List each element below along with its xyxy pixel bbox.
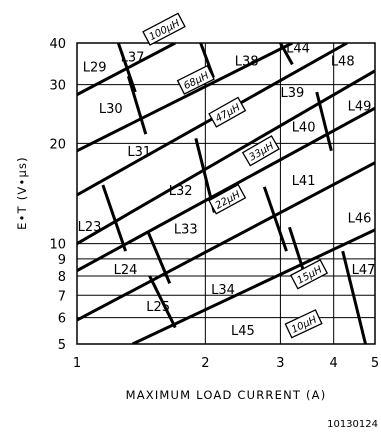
region-label: L40 bbox=[292, 120, 316, 135]
y-tick-label: 9 bbox=[58, 253, 66, 268]
current-boundary-line bbox=[199, 43, 215, 79]
y-tick-label: 6 bbox=[58, 312, 66, 327]
region-label: L30 bbox=[99, 102, 123, 117]
y-tick-label: 30 bbox=[49, 79, 66, 94]
current-boundary-line bbox=[126, 75, 148, 135]
inductance-label-box: 15µH bbox=[289, 258, 329, 290]
x-axis-title: MAXIMUM LOAD CURRENT (A) bbox=[126, 388, 327, 402]
inductance-boundary-line bbox=[77, 43, 294, 153]
region-label: L46 bbox=[348, 211, 372, 226]
region-label: L33 bbox=[174, 223, 198, 238]
label-frame bbox=[142, 12, 186, 46]
region-label: L49 bbox=[348, 99, 372, 114]
x-tick-label: 1 bbox=[73, 356, 81, 371]
inductance-label-box: 47µH bbox=[208, 96, 247, 128]
y-tick-label: 7 bbox=[58, 289, 66, 304]
x-tick-label: 4 bbox=[330, 356, 338, 371]
label-frame bbox=[284, 309, 323, 339]
current-boundary-line bbox=[262, 186, 288, 252]
plot-frame bbox=[76, 42, 376, 345]
region-label: L38 bbox=[235, 54, 259, 69]
region-label: L41 bbox=[292, 174, 316, 189]
region-label: L39 bbox=[280, 86, 304, 101]
region-label: L24 bbox=[114, 263, 138, 278]
inductance-label-box: 33µH bbox=[241, 135, 280, 167]
figure-id: 10130124 bbox=[327, 419, 378, 430]
inductance-boundary-line bbox=[77, 69, 375, 245]
label-frame bbox=[241, 135, 280, 167]
x-tick-labels: 1 2 3 4 5 bbox=[73, 356, 379, 371]
label-frame bbox=[176, 64, 215, 95]
inductance-label-box: 10µH bbox=[284, 309, 323, 339]
region-label: L25 bbox=[146, 300, 170, 315]
y-tick-label: 10 bbox=[49, 238, 66, 253]
region-label: L37 bbox=[121, 50, 145, 65]
y-tick-labels: 5 6 7 8 910 20 30 40 bbox=[49, 37, 66, 353]
y-tick-label: 5 bbox=[58, 338, 66, 353]
region-label: L31 bbox=[127, 145, 151, 160]
y-tick-label: 40 bbox=[49, 37, 66, 52]
y-axis-title: E•T (V•µs) bbox=[15, 156, 29, 230]
x-tick-label: 2 bbox=[201, 356, 209, 371]
label-frame bbox=[289, 258, 329, 290]
y-tick-label: 20 bbox=[49, 137, 66, 152]
label-frame bbox=[208, 183, 247, 215]
current-boundary-line bbox=[101, 184, 127, 252]
inductance-label-box: 100µH bbox=[142, 12, 186, 46]
region-label: L32 bbox=[169, 184, 193, 199]
current-boundary-line bbox=[315, 91, 333, 152]
region-label: L29 bbox=[83, 61, 107, 76]
current-boundary-line bbox=[146, 231, 172, 284]
label-frame bbox=[208, 96, 247, 128]
inductance-boundary-line bbox=[77, 161, 375, 322]
current-boundary-line bbox=[116, 43, 137, 93]
x-tick-label: 3 bbox=[276, 356, 284, 371]
region-label: L47 bbox=[352, 263, 376, 278]
region-label: L45 bbox=[231, 324, 255, 339]
y-tick-label: 8 bbox=[58, 270, 66, 285]
x-tick-label: 5 bbox=[371, 356, 379, 371]
inductance-boundary-line bbox=[77, 106, 375, 272]
current-boundary-line bbox=[341, 250, 367, 344]
region-label: L34 bbox=[211, 283, 235, 298]
region-label: L44 bbox=[286, 41, 310, 56]
region-label: L23 bbox=[78, 220, 102, 235]
current-boundary-line bbox=[279, 43, 294, 66]
region-label: L48 bbox=[331, 54, 355, 69]
current-boundary-line bbox=[148, 275, 177, 329]
region-labels: L29 L37 L38 L44 L48 L30 L39 L49 L40 L31 L32 L41 L46 L… bbox=[78, 41, 376, 339]
